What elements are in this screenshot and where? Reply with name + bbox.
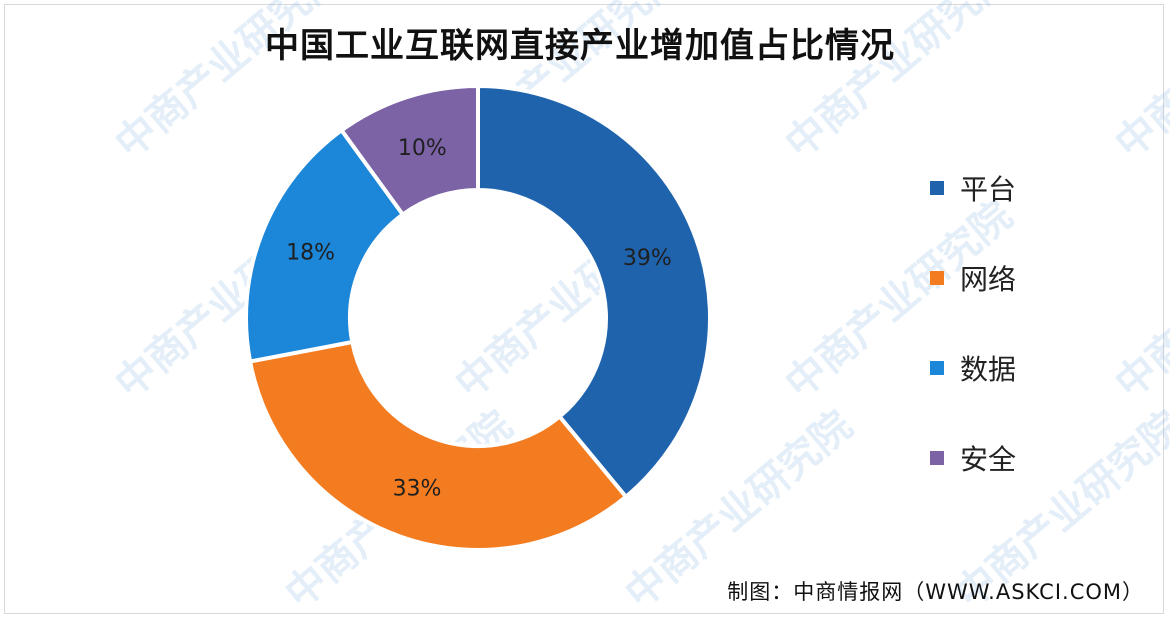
legend-swatch-data — [930, 361, 944, 375]
legend-swatch-platform — [930, 181, 944, 195]
legend-label-platform: 平台 — [960, 173, 1017, 206]
slice-label-platform: 39% — [623, 246, 672, 271]
legend-swatch-network — [930, 271, 944, 285]
legend-label-data: 数据 — [960, 353, 1017, 386]
legend-item-platform: 平台 — [930, 168, 1016, 208]
legend-swatch-security — [930, 451, 944, 465]
slice-network — [247, 339, 629, 552]
legend-item-security: 安全 — [930, 438, 1016, 478]
slice-data — [244, 127, 406, 364]
legend-item-data: 数据 — [930, 348, 1016, 388]
slice-security — [338, 83, 480, 218]
legend-item-network: 网络 — [930, 258, 1016, 298]
slice-label-network: 33% — [393, 476, 442, 501]
slice-platform — [476, 83, 712, 500]
legend-label-network: 网络 — [960, 263, 1017, 296]
slice-label-security: 10% — [398, 136, 447, 161]
chart-title: 中国工业互联网直接产业增加值占比情况 — [265, 26, 895, 66]
slice-label-data: 18% — [286, 241, 335, 266]
source-credit: 制图：中商情报网（WWW.ASKCI.COM） — [727, 580, 1144, 604]
legend-label-security: 安全 — [960, 443, 1017, 476]
